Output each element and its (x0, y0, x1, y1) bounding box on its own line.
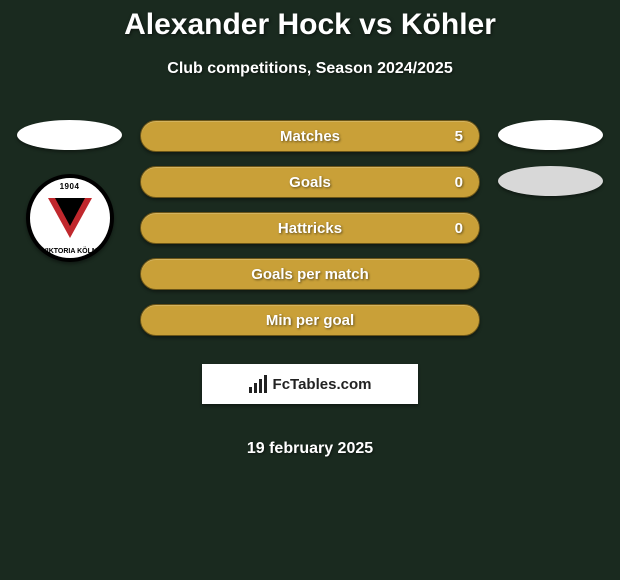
comparison-widget: Alexander Hock vs Köhler Club competitio… (0, 0, 620, 458)
stat-value: 0 (455, 174, 463, 191)
stats-column: Matches 5 Goals 0 Hattricks 0 Goals per … (140, 120, 480, 458)
club-year: 1904 (60, 182, 80, 191)
stat-value: 0 (455, 220, 463, 237)
stat-goals-per-match: Goals per match (140, 258, 480, 290)
player2-club-placeholder (498, 166, 603, 196)
stat-label: Hattricks (278, 220, 342, 237)
club-name: VIKTORIA KÖLN (42, 248, 97, 255)
stat-label: Min per goal (266, 312, 354, 329)
player1-avatar (17, 120, 122, 150)
main-row: 1904 VIKTORIA KÖLN Matches 5 Goals 0 Hat… (0, 120, 620, 458)
right-column (498, 120, 603, 196)
stat-min-per-goal: Min per goal (140, 304, 480, 336)
stat-value: 5 (455, 128, 463, 145)
subtitle: Club competitions, Season 2024/2025 (0, 60, 620, 78)
club-v-icon (48, 198, 92, 238)
page-title: Alexander Hock vs Köhler (0, 8, 620, 42)
player2-avatar (498, 120, 603, 150)
bars-icon (249, 375, 267, 393)
stat-label: Goals (289, 174, 331, 191)
stat-goals: Goals 0 (140, 166, 480, 198)
date: 19 february 2025 (140, 440, 480, 458)
stat-hattricks: Hattricks 0 (140, 212, 480, 244)
site-text: FcTables.com (273, 376, 372, 393)
site-attribution[interactable]: FcTables.com (202, 364, 418, 404)
stat-label: Matches (280, 128, 340, 145)
stat-label: Goals per match (251, 266, 369, 283)
left-column: 1904 VIKTORIA KÖLN (17, 120, 122, 262)
stat-matches: Matches 5 (140, 120, 480, 152)
club-badge: 1904 VIKTORIA KÖLN (26, 174, 114, 262)
